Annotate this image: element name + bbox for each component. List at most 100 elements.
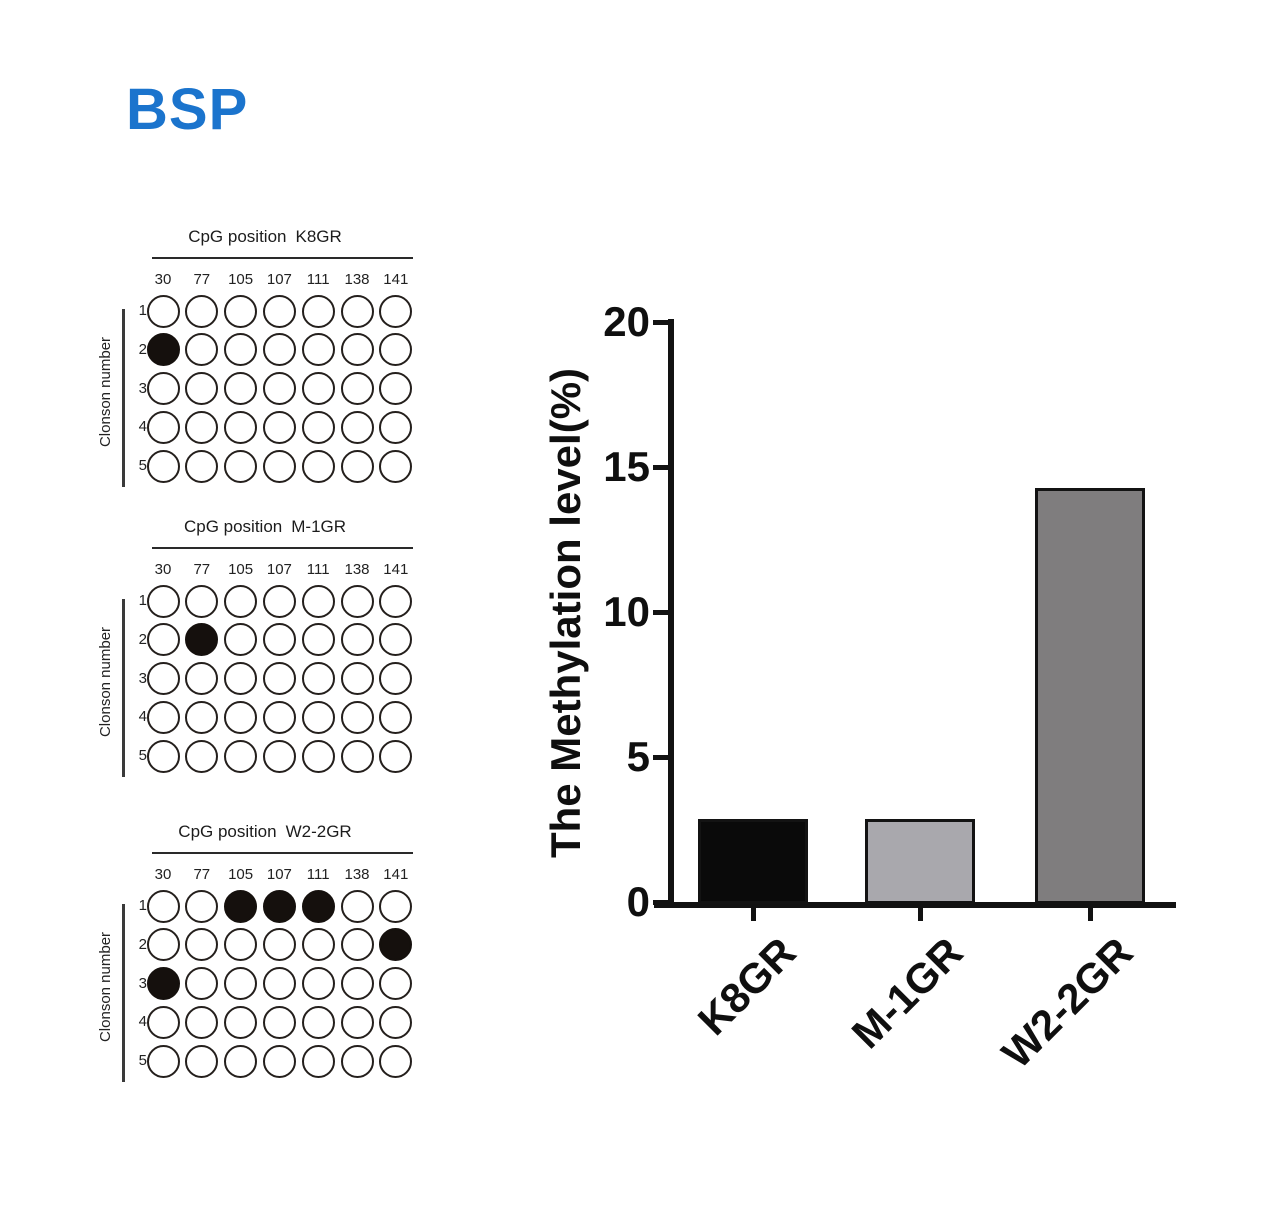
cpg-circle-unmethylated bbox=[340, 1005, 374, 1039]
cpg-circle-unmethylated bbox=[340, 739, 374, 773]
cpg-circle-unmethylated bbox=[340, 967, 374, 1001]
cpg-circle-unmethylated bbox=[379, 584, 413, 618]
cpg-position-label: 30 bbox=[154, 561, 172, 578]
cpg-position-label: 77 bbox=[193, 561, 211, 578]
cpg-circle-unmethylated bbox=[146, 410, 180, 444]
cpg-circle-unmethylated bbox=[301, 1005, 335, 1039]
cpg-circle-methylated bbox=[224, 889, 258, 923]
y-axis-line bbox=[668, 319, 674, 908]
cpg-circle-unmethylated bbox=[262, 333, 296, 367]
clone-number-axis-label: Clonson number bbox=[97, 336, 114, 448]
clone-number-axis-label: Clonson number bbox=[97, 931, 114, 1043]
figure-title: BSP bbox=[126, 77, 249, 142]
cpg-circle-unmethylated bbox=[224, 1044, 258, 1078]
y-axis-tick bbox=[653, 319, 668, 325]
cpg-circle-unmethylated bbox=[340, 584, 374, 618]
clone-row-number: 5 bbox=[138, 1052, 147, 1070]
cpg-circle-methylated bbox=[185, 623, 219, 657]
cpg-circle-unmethylated bbox=[379, 889, 413, 923]
cpg-circle-unmethylated bbox=[262, 410, 296, 444]
cpg-circle-unmethylated bbox=[379, 449, 413, 483]
panel-title-underline bbox=[152, 852, 413, 854]
clone-row-number: 5 bbox=[138, 457, 147, 475]
cpg-circle-unmethylated bbox=[224, 662, 258, 696]
y-axis-tick-label: 20 bbox=[603, 298, 650, 345]
cpg-circle-unmethylated bbox=[185, 294, 219, 328]
y-axis-tick bbox=[653, 464, 668, 470]
cpg-circle-unmethylated bbox=[224, 372, 258, 406]
y-axis-tick-label: 10 bbox=[603, 588, 650, 635]
cpg-position-label: 105 bbox=[228, 866, 254, 883]
cpg-circle-methylated bbox=[379, 928, 413, 962]
cpg-circle-unmethylated bbox=[185, 410, 219, 444]
cpg-position-label: 138 bbox=[344, 866, 370, 883]
cpg-circle-unmethylated bbox=[146, 662, 180, 696]
cpg-circle-unmethylated bbox=[262, 1044, 296, 1078]
cpg-circle-unmethylated bbox=[262, 1005, 296, 1039]
cpg-circle-unmethylated bbox=[340, 1044, 374, 1078]
cpg-circle-unmethylated bbox=[224, 739, 258, 773]
clone-row-number: 1 bbox=[138, 592, 147, 609]
cpg-circle-unmethylated bbox=[379, 623, 413, 657]
cpg-circle-unmethylated bbox=[185, 967, 219, 1001]
cpg-circle-unmethylated bbox=[146, 1005, 180, 1039]
cpg-circle-unmethylated bbox=[340, 623, 374, 657]
clone-row-number: 4 bbox=[138, 708, 147, 726]
cpg-circle-unmethylated bbox=[146, 928, 180, 962]
cpg-circle-unmethylated bbox=[379, 410, 413, 444]
cpg-circle-unmethylated bbox=[379, 1044, 413, 1078]
cpg-circle-unmethylated bbox=[224, 623, 258, 657]
cpg-circle-unmethylated bbox=[146, 372, 180, 406]
cpg-circle-unmethylated bbox=[379, 967, 413, 1001]
y-axis-tick-label: 15 bbox=[603, 443, 650, 490]
cpg-circle-unmethylated bbox=[262, 928, 296, 962]
cpg-circle-unmethylated bbox=[262, 700, 296, 734]
cpg-circle-unmethylated bbox=[301, 372, 335, 406]
x-axis-line bbox=[654, 902, 1176, 908]
cpg-circle-unmethylated bbox=[379, 700, 413, 734]
cpg-circle-unmethylated bbox=[146, 739, 180, 773]
panel-sample-name: K8GR bbox=[295, 227, 342, 246]
cpg-position-label: 105 bbox=[228, 271, 254, 288]
cpg-circle-unmethylated bbox=[146, 449, 180, 483]
cpg-circle-unmethylated bbox=[224, 1005, 258, 1039]
cpg-circle-unmethylated bbox=[301, 700, 335, 734]
cpg-circle-unmethylated bbox=[146, 584, 180, 618]
clone-row-number: 4 bbox=[138, 418, 147, 436]
cpg-position-label: 107 bbox=[266, 561, 292, 578]
cpg-circle-unmethylated bbox=[262, 584, 296, 618]
cpg-circle-unmethylated bbox=[301, 294, 335, 328]
x-axis-tick bbox=[750, 907, 756, 921]
cpg-circle-unmethylated bbox=[262, 372, 296, 406]
y-axis-tick bbox=[653, 899, 668, 905]
clone-row-number: 1 bbox=[138, 302, 147, 319]
clone-row-number: 2 bbox=[138, 340, 147, 358]
cpg-circle-unmethylated bbox=[224, 294, 258, 328]
cpg-circle-unmethylated bbox=[301, 449, 335, 483]
cpg-position-label: 105 bbox=[228, 561, 254, 578]
cpg-circle-unmethylated bbox=[379, 1005, 413, 1039]
cpg-circle-unmethylated bbox=[146, 700, 180, 734]
cpg-circle-unmethylated bbox=[379, 739, 413, 773]
clone-axis-bracket bbox=[122, 904, 125, 1082]
cpg-position-label: 111 bbox=[306, 271, 330, 288]
cpg-circle-unmethylated bbox=[301, 739, 335, 773]
cpg-position-label: 30 bbox=[154, 866, 172, 883]
cpg-circle-unmethylated bbox=[340, 928, 374, 962]
clone-row-number: 5 bbox=[138, 747, 147, 765]
cpg-position-label: 77 bbox=[193, 866, 211, 883]
cpg-circle-unmethylated bbox=[262, 449, 296, 483]
cpg-circle-unmethylated bbox=[379, 333, 413, 367]
cpg-circle-unmethylated bbox=[301, 967, 335, 1001]
cpg-circle-unmethylated bbox=[146, 623, 180, 657]
cpg-circle-unmethylated bbox=[340, 700, 374, 734]
clone-row-number: 2 bbox=[138, 935, 147, 953]
cpg-circle-unmethylated bbox=[185, 584, 219, 618]
cpg-circle-unmethylated bbox=[185, 700, 219, 734]
cpg-circle-unmethylated bbox=[185, 889, 219, 923]
cpg-position-label: 141 bbox=[383, 561, 409, 578]
cpg-circle-unmethylated bbox=[340, 889, 374, 923]
cpg-circle-unmethylated bbox=[301, 662, 335, 696]
panel-sample-name: W2-2GR bbox=[285, 822, 352, 841]
